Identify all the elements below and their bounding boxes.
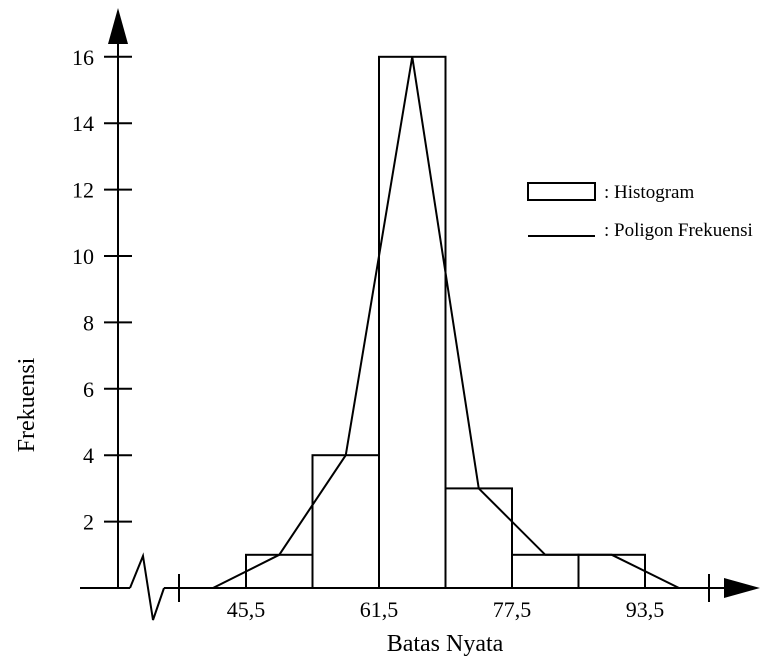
y-tick-label: 4 [83, 443, 94, 468]
x-tick-label: 93,5 [626, 597, 665, 622]
axes [80, 8, 760, 621]
frequency-polygon-line [212, 56, 680, 589]
x-axis-title: Batas Nyata [387, 631, 504, 657]
histogram-bar-2 [378, 55, 447, 590]
x-axis-break [129, 552, 165, 621]
x-axis-arrow [724, 578, 760, 598]
histogram-bar-0 [245, 553, 314, 589]
y-tick-label: 12 [72, 178, 94, 203]
y-tick-label: 2 [83, 510, 94, 535]
frequency-polygon [212, 56, 680, 589]
legend-histogram-label: : Histogram [604, 182, 694, 203]
y-tick-label: 10 [72, 244, 94, 269]
histogram-bar-5 [577, 553, 646, 589]
histogram-bar-3 [444, 487, 513, 589]
legend-histogram-swatch [527, 182, 596, 201]
histogram-bars [245, 55, 646, 590]
y-axis-arrow [108, 8, 128, 44]
y-axis-title: Frekuensi [14, 357, 40, 452]
axis-ticks: 2 4 6 8 10 12 14 16 45,5 61,5 77,5 93,5 [72, 45, 664, 622]
histogram-bar-4 [511, 553, 580, 589]
x-tick-label: 45,5 [227, 597, 266, 622]
x-tick-label: 77,5 [493, 597, 532, 622]
y-tick-label: 16 [72, 45, 94, 70]
y-tick-label: 8 [83, 310, 94, 335]
x-tick-label: 61,5 [360, 597, 399, 622]
legend-polygon-label: : Poligon Frekuensi [604, 220, 753, 241]
y-tick-label: 14 [72, 111, 94, 136]
histogram-bar-1 [311, 454, 380, 590]
legend: : Histogram : Poligon Frekuensi [527, 182, 753, 241]
y-tick-label: 6 [83, 377, 94, 402]
